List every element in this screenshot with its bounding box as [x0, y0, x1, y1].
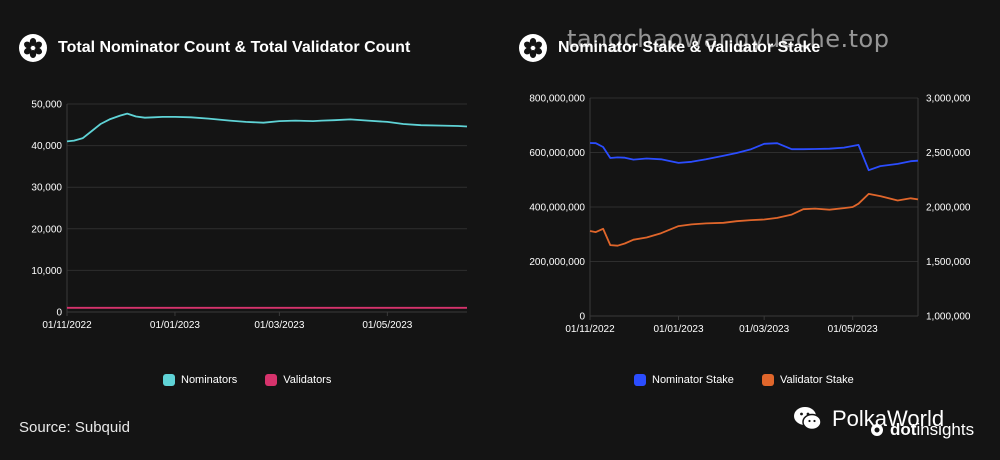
legend-label: Nominators: [181, 374, 238, 386]
chart-title-text: Total Nominator Count & Total Validator …: [58, 39, 411, 56]
x-tick-label: 01/11/2022: [565, 324, 615, 335]
y-tick-label: 50,000: [31, 100, 62, 111]
legend-swatch-nominator-stake: [634, 374, 646, 386]
dotinsights-brand: dotinsights: [870, 420, 974, 440]
legend-label: Validators: [283, 374, 332, 386]
y-right-tick-label: 1,500,000: [926, 257, 971, 268]
brand-sub-prefix: dot: [890, 420, 917, 439]
x-tick-label: 01/11/2022: [42, 320, 92, 331]
legend-item-nominators: Nominators: [163, 374, 237, 386]
legend-swatch-validators: [265, 374, 278, 386]
polkadot-logo-icon: [519, 34, 547, 62]
brand-name: PolkaWorld: [832, 406, 945, 431]
series-line-validator-stake: [589, 192, 919, 247]
chart-title-text: Nominator Stake & Validator Stake: [558, 39, 821, 56]
series-line-nominators: [66, 112, 468, 143]
y-tick-label: 10,000: [31, 266, 62, 277]
x-tick-label: 01/05/2023: [828, 324, 878, 335]
series-line-nominator-stake: [589, 142, 919, 172]
polkaworld-brand: PolkaWorld: [792, 403, 944, 435]
y-tick-label: 40,000: [31, 141, 62, 152]
legend-swatch-validator-stake: [761, 374, 774, 386]
legend-swatch-nominators: [163, 374, 175, 386]
y-right-tick-label: 2,000,000: [926, 203, 971, 214]
x-tick-label: 01/05/2023: [362, 320, 412, 331]
y-right-tick-label: 1,000,000: [926, 312, 971, 323]
legend-left: Nominators Validators: [163, 374, 331, 386]
brand-sub-text: dotinsights: [890, 420, 974, 440]
legend-item-validator-stake: Validator Stake: [761, 374, 854, 386]
watermark-text: tangchaowangyueche.top: [567, 25, 890, 53]
legend-item-validators: Validators: [265, 374, 331, 386]
chart-title-stake: Nominator Stake & Validator Stake: [518, 33, 820, 63]
chart-title-nominator-validator-count: Total Nominator Count & Total Validator …: [18, 33, 410, 63]
y-right-tick-label: 3,000,000: [926, 94, 971, 105]
legend-right: Nominator Stake Validator Stake: [634, 374, 854, 386]
legend-label: Validator Stake: [779, 374, 854, 386]
legend-label: Nominator Stake: [652, 374, 734, 386]
brand-sub-suffix: insights: [916, 420, 975, 439]
dotinsights-logo-icon: [871, 424, 883, 436]
y-right-tick-label: 2,500,000: [926, 148, 971, 159]
x-tick-label: 01/03/2023: [739, 324, 789, 335]
y-tick-label: 400,000,000: [529, 203, 585, 214]
y-tick-label: 0: [56, 308, 62, 319]
y-tick-label: 800,000,000: [529, 94, 585, 105]
source-note: Source: Subquid: [19, 419, 130, 436]
wechat-icon: [794, 407, 822, 431]
y-tick-label: 20,000: [31, 224, 62, 235]
y-tick-label: 200,000,000: [529, 257, 585, 268]
y-tick-label: 600,000,000: [529, 148, 585, 159]
x-tick-label: 01/03/2023: [254, 320, 304, 331]
legend-item-nominator-stake: Nominator Stake: [634, 374, 734, 386]
y-tick-label: 30,000: [31, 183, 62, 194]
polkadot-logo-icon: [19, 34, 47, 62]
x-tick-label: 01/01/2023: [150, 320, 200, 331]
y-tick-label: 0: [579, 312, 585, 323]
x-tick-label: 01/01/2023: [653, 324, 703, 335]
